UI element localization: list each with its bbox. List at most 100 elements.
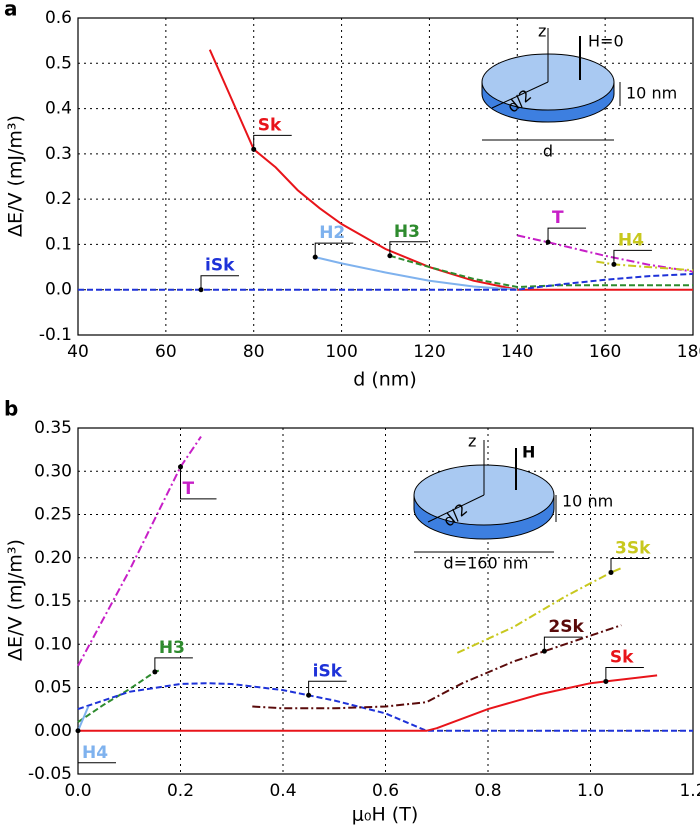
label-callout [154,657,193,672]
series-label: T [552,208,564,228]
x-tick-label: 0.4 [269,781,296,801]
label-callout [308,680,347,696]
label-point [611,261,617,267]
y-tick-label: 0.0 [45,280,72,300]
y-tick-label: -0.1 [39,325,72,345]
inset-diagram: z H d/2 10 nm d=160 nm [413,432,613,573]
label-point [541,648,547,654]
label-point [251,146,257,152]
inset-label: z [538,22,546,41]
y-tick-label: -0.05 [28,764,72,784]
y-tick-label: 0.25 [34,505,72,525]
series-line [456,567,622,654]
x-tick-label: 60 [155,342,177,362]
x-tick-label: 0.6 [372,781,399,801]
series-line [252,624,622,710]
label-point [545,239,551,245]
x-tick-label: 1.2 [679,781,700,801]
y-tick-label: 0.2 [45,189,72,209]
label-point [198,287,204,293]
x-tick-label: 80 [243,342,265,362]
plot-frame [77,17,694,336]
x-tick-label: 100 [325,342,357,362]
x-tick-label: 40 [67,342,89,362]
label-point [387,253,393,259]
label-callout [314,242,354,258]
label-callout [613,249,652,265]
x-tick-label: 140 [501,342,533,362]
inset-label: H=0 [588,32,624,51]
y-tick-label: 0.10 [34,634,72,654]
series-line [208,49,693,291]
inset-label: z [468,432,476,451]
y-tick-label: 0.5 [45,53,72,73]
label-point [306,692,312,698]
series-line [77,706,90,732]
x-tick-label: 1.0 [577,781,604,801]
series-label: H4 [82,743,108,763]
label-callout [610,557,649,573]
label-callout [605,666,644,682]
series-label: H4 [618,230,644,250]
x-tick-label: 0.0 [64,781,91,801]
label-callout [543,636,583,652]
series-label: iSk [205,256,235,276]
radius-arrow [491,81,549,109]
y-axis-title: ΔE/V (mJ/m³) [5,115,27,237]
label-point [603,678,609,684]
series-line [77,436,202,667]
label-callout [389,241,428,256]
label-point [75,728,81,734]
label-point [152,669,158,675]
label-callout [253,134,292,150]
label-point [608,569,614,575]
x-tick-label: 120 [413,342,445,362]
label-callout [547,227,587,243]
x-tick-label: 180 [677,342,700,362]
inset-label: 10 nm [562,492,613,511]
y-tick-label: 0.00 [34,721,72,741]
x-tick-label: 160 [589,342,621,362]
series-line [314,256,518,291]
radius-arrow [427,494,485,523]
series-line [596,260,694,272]
inset-label: d [543,142,553,161]
series-label: H3 [159,638,185,658]
series-label: H2 [319,223,345,243]
x-axis-title: μ₀H (T) [352,804,418,826]
y-axis-title: ΔE/V (mJ/m³) [5,539,27,661]
series-label: T [183,479,195,499]
panel-letter: a [4,0,18,21]
inset-label: 10 nm [626,84,677,103]
series-label: iSk [313,661,343,681]
label-point [178,464,183,470]
series-label: 3Sk [615,538,651,558]
y-tick-label: 0.1 [45,234,72,254]
panel-letter: b [4,397,18,421]
x-tick-label: 0.8 [474,781,501,801]
y-tick-label: 0.05 [34,678,72,698]
y-tick-label: 0.6 [45,8,72,28]
plot-frame [77,427,694,775]
inset-label: H [522,443,535,462]
label-callout [180,466,217,500]
x-axis-title: d (nm) [353,369,416,391]
series-label: Sk [610,647,634,667]
x-tick-label: 0.2 [167,781,194,801]
y-tick-label: 0.35 [34,418,72,438]
y-tick-label: 0.20 [34,548,72,568]
label-callout [77,730,116,764]
inset-label: d=160 nm [444,554,529,573]
series-label: Sk [258,115,282,135]
series-label: 2Sk [548,617,584,637]
y-tick-label: 0.30 [34,461,72,481]
label-callout [200,275,239,290]
series-line [78,674,658,732]
y-tick-label: 0.3 [45,144,72,164]
inset-diagram: z H=0 d/2 10 nm d [481,22,677,161]
series-line [77,669,161,723]
label-point [312,254,318,260]
y-tick-label: 0.15 [34,591,72,611]
series-label: H3 [394,222,420,242]
